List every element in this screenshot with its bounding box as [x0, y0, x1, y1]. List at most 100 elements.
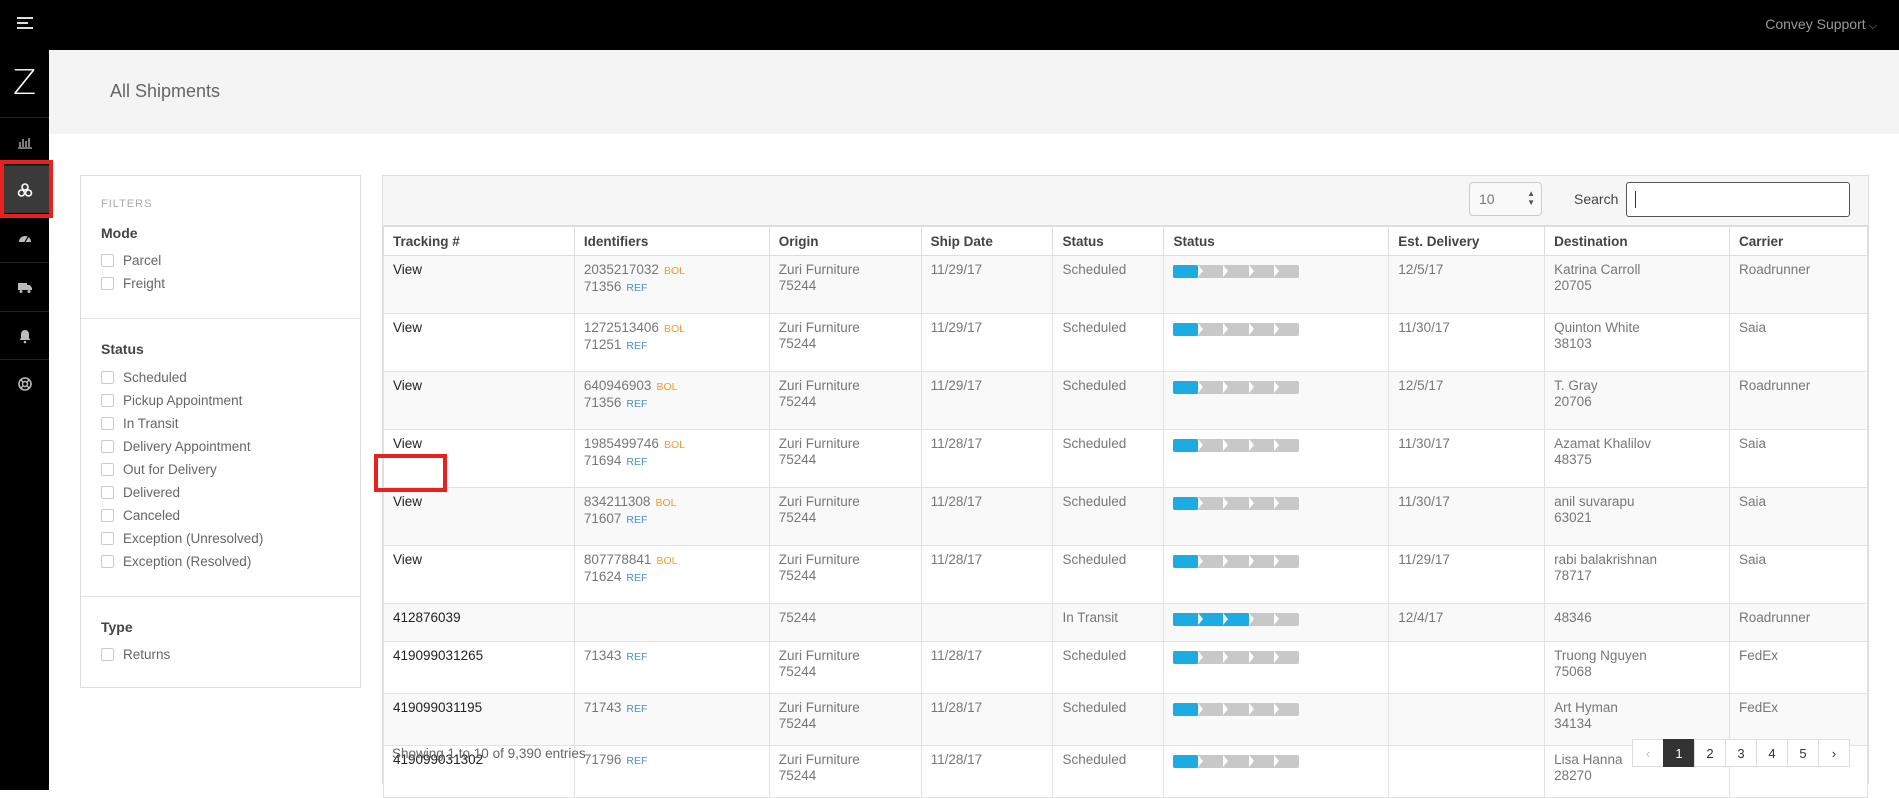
checkbox[interactable] [101, 486, 114, 499]
progress-separator [1274, 613, 1280, 625]
search-label: Search [1574, 191, 1619, 207]
progress-separator [1249, 265, 1255, 277]
column-header-ship-date[interactable]: Ship Date [920, 225, 1054, 256]
filter-option-freight[interactable]: Freight [101, 276, 165, 291]
filter-option-pickup-appointment[interactable]: Pickup Appointment [101, 393, 242, 408]
tracking-number: 419099031195 [393, 700, 483, 715]
status-progress-bar [1173, 651, 1300, 664]
sidebar-item-delivery[interactable] [0, 262, 49, 310]
filter-option-parcel[interactable]: Parcel [101, 253, 161, 268]
filter-option-returns[interactable]: Returns [101, 647, 170, 662]
filter-option-out-for-delivery[interactable]: Out for Delivery [101, 462, 217, 477]
view-link[interactable]: View [393, 378, 423, 393]
view-link[interactable]: View [393, 436, 423, 451]
checkbox[interactable] [101, 509, 114, 522]
column-header-carrier[interactable]: Carrier [1729, 225, 1868, 256]
filters-heading: FILTERS [101, 198, 153, 210]
filter-option-in-transit[interactable]: In Transit [101, 416, 179, 431]
column-header-status-progress[interactable]: Status [1163, 225, 1390, 256]
carrier-name: FedEx [1739, 700, 1779, 715]
progress-fill [1173, 381, 1199, 394]
page-size-select[interactable]: 10 ▲ ▼ [1469, 182, 1542, 216]
identifier-number: 807778841 [583, 552, 652, 567]
view-link[interactable]: View [393, 552, 423, 567]
column-header-est-delivery[interactable]: Est. Delivery [1388, 225, 1546, 256]
filter-section-type: Type [101, 619, 133, 635]
speedometer-icon [18, 235, 31, 242]
checkbox[interactable] [101, 532, 114, 545]
origin-zip: 75244 [778, 768, 817, 783]
checkbox[interactable] [101, 417, 114, 430]
column-header-identifiers[interactable]: Identifiers [573, 225, 770, 256]
view-link[interactable]: View [393, 262, 423, 277]
cell-carrier: FedEx [1729, 693, 1868, 746]
search-input[interactable] [1626, 182, 1850, 217]
column-header-destination[interactable]: Destination [1544, 225, 1730, 256]
progress-separator [1198, 613, 1204, 625]
checkbox[interactable] [101, 277, 114, 290]
filter-option-exception-resolved[interactable]: Exception (Resolved) [101, 554, 251, 569]
filter-option-label: Delivery Appointment [123, 439, 251, 454]
pagination-page-1[interactable]: 1 [1663, 739, 1695, 767]
hamburger-menu-icon[interactable] [17, 17, 33, 31]
cell-origin: Zuri Furniture 75244 [768, 487, 922, 546]
checkbox[interactable] [101, 394, 114, 407]
view-link[interactable]: View [393, 320, 423, 335]
status-progress-bar [1173, 265, 1300, 278]
top-bar: Convey Support ⌵ [0, 0, 1899, 50]
carrier-name: Saia [1739, 552, 1767, 567]
cell-tracking: View [383, 371, 575, 430]
checkbox[interactable] [101, 440, 114, 453]
filter-option-scheduled[interactable]: Scheduled [101, 370, 187, 385]
sidebar-item-notifications[interactable] [0, 311, 49, 359]
filter-option-delivery-appointment[interactable]: Delivery Appointment [101, 439, 251, 454]
sidebar-item-analytics[interactable] [0, 117, 49, 165]
progress-fill [1173, 703, 1199, 716]
filter-option-delivered[interactable]: Delivered [101, 485, 180, 500]
pagination-next-button[interactable]: › [1818, 739, 1850, 767]
checkbox[interactable] [101, 463, 114, 476]
lifebuoy-icon [17, 376, 32, 391]
sidebar-item-dashboard[interactable] [0, 214, 49, 262]
checkbox[interactable] [101, 254, 114, 267]
est-delivery: 12/5/17 [1398, 262, 1444, 277]
ship-date: 11/28/17 [930, 494, 983, 509]
cell-destination: Art Hyman 34134 [1544, 693, 1730, 746]
column-header-status[interactable]: Status [1052, 225, 1165, 256]
cell-tracking: View [383, 313, 575, 372]
carrier-name: Saia [1739, 436, 1767, 451]
filter-option-label: Pickup Appointment [123, 393, 243, 408]
identifier-number: 640946903 [583, 378, 652, 393]
pagination-page-3[interactable]: 3 [1725, 739, 1757, 767]
origin-name: Zuri Furniture [778, 436, 860, 451]
user-menu[interactable]: Convey Support ⌵ [1765, 16, 1877, 33]
progress-separator [1223, 555, 1229, 567]
pagination-page-4[interactable]: 4 [1756, 739, 1788, 767]
checkbox[interactable] [101, 371, 114, 384]
cell-status: Scheduled [1052, 745, 1165, 798]
est-delivery: 12/4/17 [1398, 610, 1444, 625]
filter-option-exception-unresolved[interactable]: Exception (Unresolved) [101, 531, 263, 546]
progress-separator [1249, 703, 1255, 715]
filter-option-canceled[interactable]: Canceled [101, 508, 180, 523]
logo[interactable]: Z [12, 63, 37, 103]
origin-zip: 75244 [778, 664, 817, 679]
progress-track [1173, 703, 1300, 716]
pagination-page-2[interactable]: 2 [1694, 739, 1726, 767]
table-row: View 640946903 BOL 71356 REF Zuri Furniture 75… [383, 371, 1868, 430]
sidebar-item-support[interactable] [0, 359, 49, 407]
column-header-origin[interactable]: Origin [768, 225, 922, 256]
identifier-number: 71796 [583, 752, 622, 767]
progress-separator [1198, 497, 1204, 509]
origin-name: Zuri Furniture [778, 552, 860, 567]
pagination-prev-button[interactable]: ‹ [1632, 739, 1664, 767]
checkbox[interactable] [101, 555, 114, 568]
pagination-page-5[interactable]: 5 [1787, 739, 1819, 767]
column-header-tracking[interactable]: Tracking # [383, 225, 575, 256]
chevron-down-icon: ⌵ [1868, 20, 1877, 32]
identifier-number: 71356 [583, 395, 622, 410]
sidebar-item-shipments[interactable] [0, 165, 49, 213]
cell-status-progress [1163, 487, 1390, 546]
checkbox[interactable] [101, 648, 114, 661]
view-link[interactable]: View [393, 494, 423, 509]
